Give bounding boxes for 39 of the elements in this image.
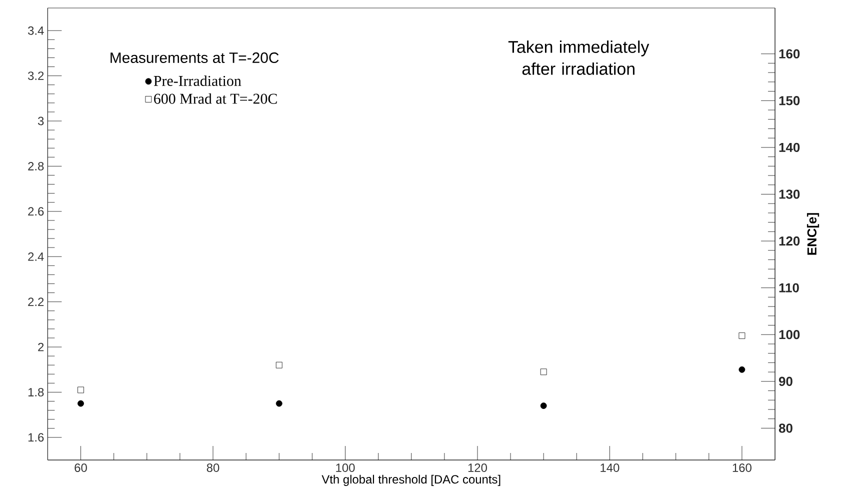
y2-tick-label: 80 xyxy=(778,424,792,433)
y-tick-label: 3.2 xyxy=(28,72,44,80)
y-tick-label: 3 xyxy=(38,116,44,126)
y-tick-label: 3.4 xyxy=(28,26,44,35)
y2-tick-label: 130 xyxy=(779,190,800,199)
point xyxy=(276,362,282,368)
point xyxy=(78,400,84,407)
annotation: Taken immediately after irradiation xyxy=(508,40,650,75)
legend-label: 600 Mrad at T=-20C xyxy=(154,93,277,104)
x-tick-label: 160 xyxy=(732,464,752,472)
y-tick-label: 1.6 xyxy=(28,433,44,442)
point xyxy=(738,332,746,339)
y-tick-label: 1.8 xyxy=(28,388,44,396)
point xyxy=(738,366,746,373)
point xyxy=(540,402,547,409)
y-tick-label: 2.8 xyxy=(28,162,44,170)
y2-tick-label: 90 xyxy=(778,376,792,386)
point xyxy=(540,368,547,376)
y2-tick-label: 120 xyxy=(779,236,800,246)
annotation: Measurements at T=-20C xyxy=(110,52,279,64)
y2-tick-label: 150 xyxy=(779,96,800,106)
x-tick-label: 140 xyxy=(600,464,620,472)
y2-tick-label: 110 xyxy=(779,283,799,292)
y2-axis-title: ENC[e] xyxy=(806,213,820,255)
x-tick-label: 100 xyxy=(336,464,355,472)
y-tick-label: 2.2 xyxy=(28,298,44,306)
y2-tick-label: 160 xyxy=(779,49,800,58)
x-tick-label: 60 xyxy=(74,464,87,472)
y-tick-label: 2 xyxy=(38,342,44,352)
y-tick-label: 2.4 xyxy=(28,252,44,261)
point xyxy=(78,386,84,394)
x-tick-label: 120 xyxy=(468,464,487,472)
y2-tick-label: 140 xyxy=(779,142,800,152)
y2-tick-label: 100 xyxy=(779,330,800,340)
y-tick-label: 2.6 xyxy=(28,207,44,216)
legend-label: Pre-Irradiation xyxy=(154,75,242,86)
point xyxy=(276,400,282,407)
x-tick-label: 80 xyxy=(206,464,220,472)
x-axis-title: Vth global threshold [DAC counts] xyxy=(322,474,500,486)
